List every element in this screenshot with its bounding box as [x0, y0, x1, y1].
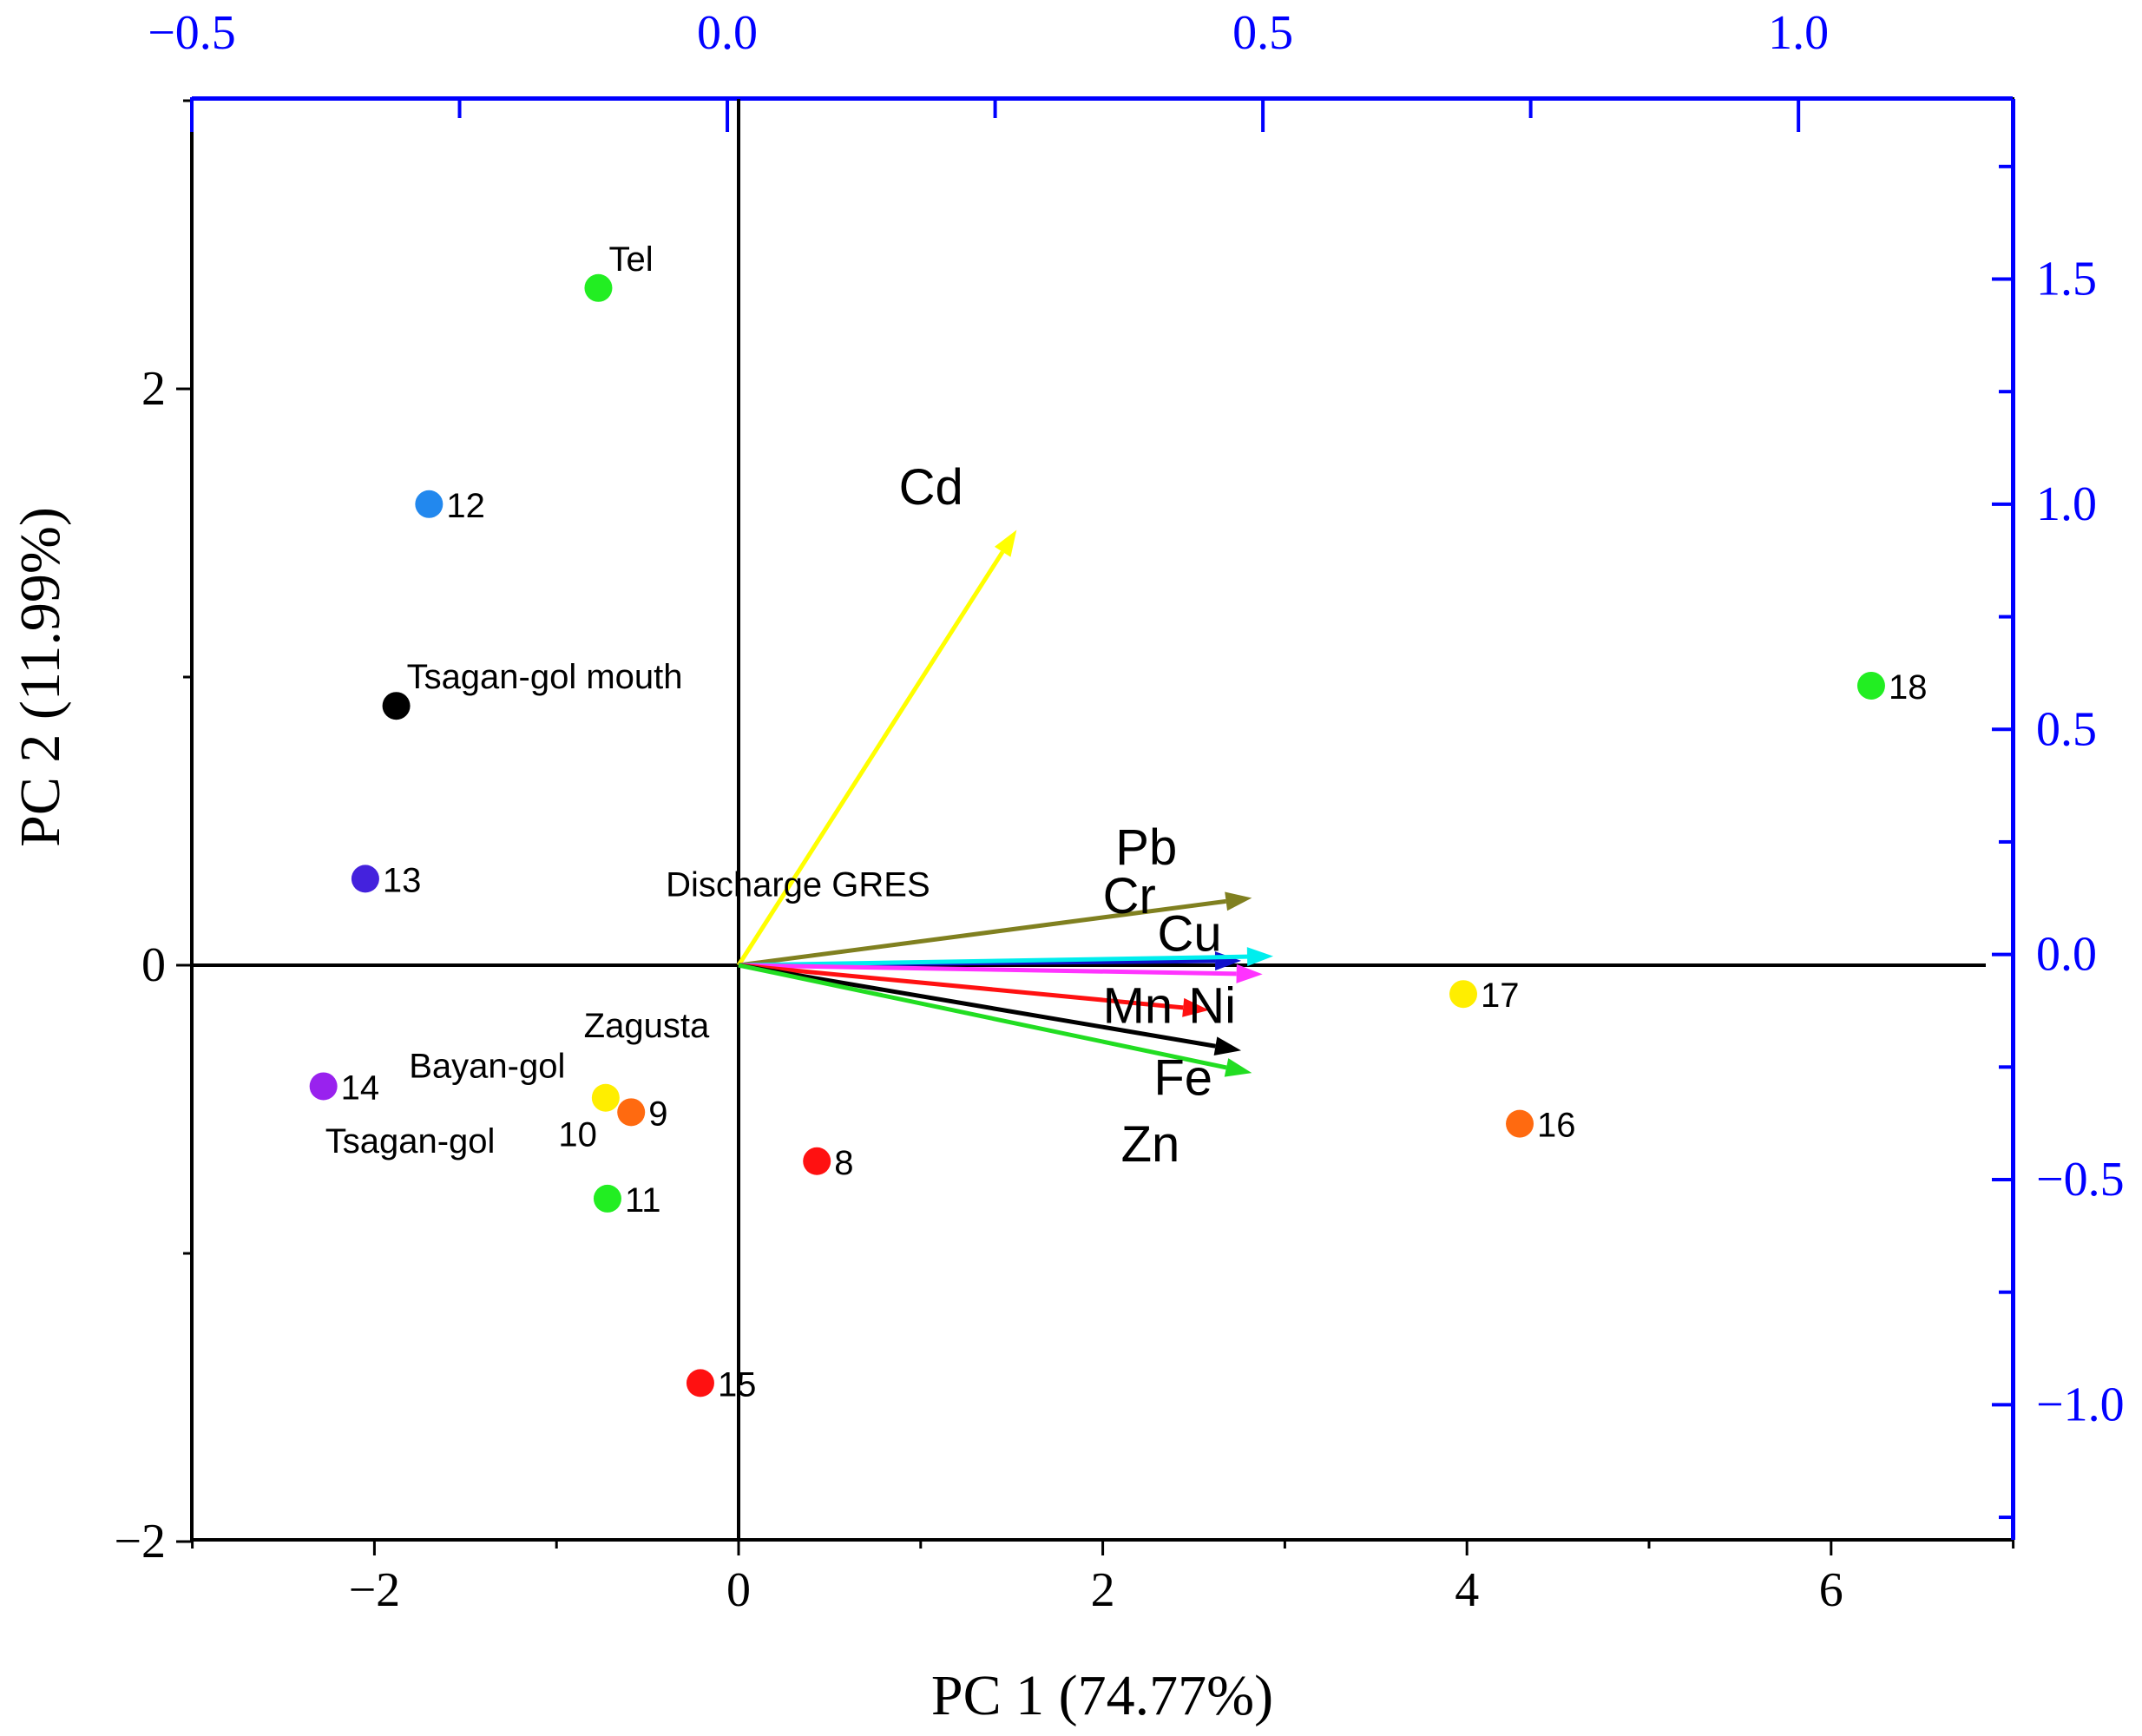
point-8 — [803, 1147, 831, 1175]
point-11 — [593, 1184, 621, 1213]
point-10 — [591, 1083, 620, 1112]
point-label-12: 12 — [446, 487, 485, 525]
point-label-17: 17 — [1481, 976, 1520, 1015]
top-tick-label: 0.5 — [1232, 6, 1293, 60]
loading-label-cd: Cd — [899, 459, 963, 516]
point-label-tsagan-gol-mouth: Tsagan-gol mouth — [407, 658, 683, 696]
loading-label-fe: Fe — [1153, 1049, 1212, 1106]
x-tick-label: 4 — [1455, 1563, 1479, 1617]
loading-label-mn: Mn — [1103, 977, 1173, 1034]
right-tick-label: 1.5 — [2036, 253, 2097, 306]
top-tick-label: −0.5 — [148, 6, 236, 60]
x-axis-title: PC 1 (74.77%) — [931, 1664, 1273, 1727]
top-tick-label: 0.0 — [697, 6, 758, 60]
loading-label-ni: Ni — [1188, 977, 1236, 1034]
y-axis-title: PC 2 (11.99%) — [9, 507, 72, 847]
point-16 — [1506, 1109, 1534, 1138]
point-17 — [1449, 980, 1478, 1009]
y-tick-label: −2 — [114, 1515, 166, 1568]
loading-arrow-mn — [738, 963, 1210, 1017]
point-tsagan-gol-mouth — [382, 692, 411, 720]
right-tick-label: 0.0 — [2036, 928, 2097, 982]
loading-arrow-cd — [736, 529, 1017, 967]
point-label-13: 13 — [383, 861, 422, 899]
x-tick-label: −2 — [349, 1563, 401, 1617]
right-tick-label: −0.5 — [2036, 1153, 2125, 1207]
point-label-8: 8 — [834, 1144, 853, 1182]
y-tick-label: 0 — [141, 938, 166, 992]
loading-arrow-cu — [738, 947, 1273, 968]
loading-label-pb: Pb — [1115, 819, 1177, 876]
y-tick-label: 2 — [141, 362, 166, 416]
loading-label-zn: Zn — [1121, 1116, 1180, 1173]
right-axis-line — [2011, 99, 2015, 1540]
point-label-11: 11 — [625, 1181, 661, 1220]
point-label-18: 18 — [1889, 668, 1928, 707]
point-12 — [415, 490, 444, 518]
annotation-bayan-gol: Bayan-gol — [409, 1047, 565, 1085]
loading-arrow-pb — [738, 891, 1252, 968]
point-label-10: 10 — [558, 1116, 597, 1154]
point-18 — [1856, 671, 1885, 700]
plot-frame — [190, 97, 2014, 1542]
point-13 — [351, 865, 379, 893]
right-tick-label: −1.0 — [2036, 1378, 2125, 1431]
top-tick-label: 1.0 — [1768, 6, 1829, 60]
loading-arrow-fe — [738, 963, 1242, 1056]
point-label-15: 15 — [718, 1365, 757, 1404]
top-axis-line — [192, 96, 2013, 101]
loading-label-cu: Cu — [1158, 905, 1222, 962]
point-tel — [584, 273, 613, 302]
x-tick-label: 2 — [1091, 1563, 1115, 1617]
right-tick-label: 1.0 — [2036, 477, 2097, 531]
point-label-14: 14 — [341, 1069, 380, 1107]
annotation-zagusta: Zagusta — [584, 1007, 710, 1045]
x-tick-label: 6 — [1819, 1563, 1843, 1617]
point-label-9: 9 — [648, 1095, 667, 1133]
point-14 — [309, 1072, 338, 1101]
point-9 — [617, 1098, 646, 1127]
loading-arrow-ni — [738, 963, 1263, 983]
right-tick-label: 0.5 — [2036, 702, 2097, 756]
point-15 — [686, 1369, 714, 1397]
annotation-discharge-gres: Discharge GRES — [666, 865, 930, 904]
loading-label-cr: Cr — [1103, 868, 1156, 924]
point-label-tel: Tel — [608, 240, 653, 279]
loading-arrow-zn — [738, 963, 1252, 1077]
x-tick-label: 0 — [726, 1563, 751, 1617]
annotation-tsagan-gol: Tsagan-gol — [325, 1122, 496, 1161]
point-label-16: 16 — [1537, 1107, 1576, 1145]
